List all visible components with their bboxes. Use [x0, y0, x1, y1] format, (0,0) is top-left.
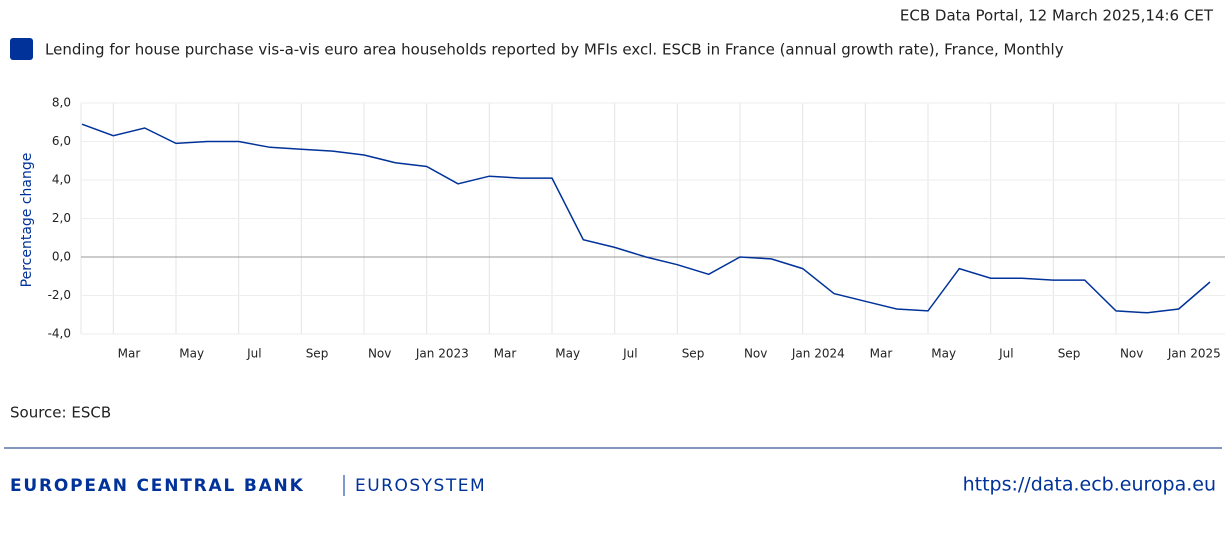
series-line	[81, 123, 1211, 314]
x-tick-label: Jan 2025	[1167, 347, 1221, 361]
x-tick-label: Mar	[494, 347, 517, 361]
x-tick-label: Jan 2023	[415, 347, 469, 361]
footer-bank: EUROPEAN CENTRAL BANK	[10, 476, 305, 496]
footer-system: EUROSYSTEM	[355, 476, 486, 496]
x-tick-label: May	[179, 347, 204, 361]
x-tick-label: Mar	[870, 347, 893, 361]
y-tick-label: 6,0	[52, 134, 71, 148]
y-tick-label: 0,0	[52, 250, 71, 264]
y-tick-label: 2,0	[52, 211, 71, 225]
x-tick-label: Jul	[246, 347, 261, 361]
y-tick-label: -2,0	[48, 288, 71, 302]
x-tick-label: Jan 2024	[791, 347, 845, 361]
x-tick-label: May	[555, 347, 580, 361]
x-tick-label: Sep	[306, 347, 329, 361]
legend-swatch	[10, 38, 33, 60]
x-tick-label: Nov	[368, 347, 391, 361]
y-tick-label: 4,0	[52, 173, 71, 187]
header: ECB Data Portal, 12 March 2025,14:6 CET	[900, 7, 1214, 25]
x-tick-label: Sep	[1058, 347, 1081, 361]
x-tick-label: Jul	[622, 347, 637, 361]
x-tick-label: Sep	[682, 347, 705, 361]
x-tick-label: Nov	[1120, 347, 1143, 361]
x-tick-label: Jul	[998, 347, 1013, 361]
legend-label: Lending for house purchase vis-a-vis eur…	[45, 41, 1064, 59]
y-axis-label: Percentage change	[19, 153, 35, 288]
x-tick-label: May	[931, 347, 956, 361]
x-tick-label: Mar	[118, 347, 141, 361]
x-tick-label: Nov	[744, 347, 767, 361]
footer-url[interactable]: https://data.ecb.europa.eu	[963, 474, 1216, 496]
y-tick-label: 8,0	[52, 96, 71, 110]
y-tick-label: -4,0	[48, 327, 71, 341]
source: Source: ESCB	[10, 404, 111, 422]
